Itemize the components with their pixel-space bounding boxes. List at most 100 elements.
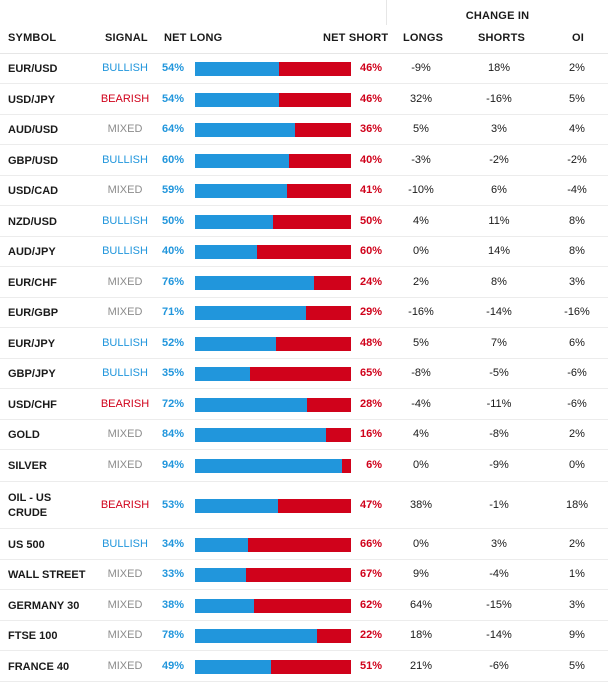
- net-position-bar: [195, 459, 351, 473]
- signal-cell: MIXED: [107, 598, 143, 611]
- symbol-column-header: SYMBOL: [8, 32, 57, 44]
- net-long-bar-fill: [195, 537, 249, 552]
- net-long-bar-fill: [195, 245, 258, 259]
- shorts-change-cell: -14%: [486, 629, 512, 641]
- oi-change-cell: -2%: [567, 153, 587, 166]
- net-long-bar-fill: [195, 275, 314, 290]
- net-long-cell: 54%: [161, 62, 184, 74]
- net-long-bar-fill: [195, 92, 280, 107]
- longs-change-cell: -3%: [411, 153, 431, 166]
- signal-cell: BULLISH: [102, 62, 148, 74]
- symbol-cell: AUD/JPY: [8, 246, 56, 258]
- net-short-cell: 50%: [359, 214, 382, 227]
- shorts-change-cell: -1%: [489, 498, 509, 511]
- symbol-cell: OIL - US CRUDE: [8, 491, 52, 519]
- oi-change-cell: -16%: [564, 306, 590, 318]
- shorts-change-cell: -11%: [486, 397, 512, 410]
- net-short-cell: 22%: [359, 629, 382, 641]
- longs-change-cell: 0%: [413, 537, 429, 550]
- table-row: AUD/USD MIXED 64% 36% 5% 3% 4%: [0, 115, 608, 145]
- table-row: USD/CAD MIXED 59% 41% -10% 6% -4%: [0, 176, 608, 206]
- signal-cell: BULLISH: [102, 367, 148, 379]
- oi-change-cell: 3%: [569, 598, 585, 611]
- shorts-change-cell: -15%: [486, 598, 512, 611]
- table-row: EUR/GBP MIXED 71% 29% -16% -14% -16%: [0, 298, 608, 328]
- shorts-change-cell: 3%: [491, 537, 507, 550]
- net-long-cell: 35%: [161, 367, 184, 379]
- net-short-cell: 24%: [359, 275, 382, 288]
- signal-cell: MIXED: [107, 275, 143, 288]
- longs-change-cell: -4%: [411, 397, 431, 410]
- net-position-bar: [195, 336, 351, 351]
- net-long-bar-fill: [195, 397, 308, 412]
- net-long-cell: 59%: [161, 184, 184, 196]
- symbol-cell: EUR/CHF: [8, 276, 57, 289]
- table-row: OIL - US CRUDE BEARISH 53% 47% 38% -1% 18%: [0, 482, 608, 529]
- table-row: GBP/JPY BULLISH 35% 65% -8% -5% -6%: [0, 359, 608, 389]
- net-position-bar: [195, 275, 351, 290]
- table-row: EUR/JPY BULLISH 52% 48% 5% 7% 6%: [0, 328, 608, 359]
- net-long-bar-fill: [195, 568, 247, 582]
- net-long-cell: 60%: [161, 153, 184, 166]
- longs-change-cell: -10%: [408, 184, 434, 196]
- net-short-column-header: NET SHORT: [323, 32, 389, 44]
- shorts-change-cell: -9%: [489, 459, 509, 471]
- net-short-cell: 40%: [359, 153, 382, 166]
- net-long-bar-fill: [195, 598, 255, 613]
- net-position-bar: [195, 629, 351, 643]
- net-long-cell: 94%: [161, 459, 184, 471]
- net-long-cell: 49%: [161, 659, 184, 672]
- longs-change-cell: 5%: [413, 123, 429, 135]
- shorts-change-cell: -6%: [489, 659, 509, 672]
- net-position-bar: [195, 537, 351, 552]
- symbol-cell: USD/CAD: [8, 185, 59, 197]
- change-in-label: CHANGE IN: [465, 10, 530, 22]
- longs-change-cell: 0%: [413, 245, 429, 257]
- table-row: US 500 BULLISH 34% 66% 0% 3% 2%: [0, 529, 608, 560]
- shorts-change-cell: 18%: [487, 62, 511, 74]
- oi-change-cell: 2%: [569, 62, 585, 74]
- net-long-cell: 34%: [161, 537, 184, 550]
- symbol-cell: USD/CHF: [8, 398, 57, 411]
- signal-cell: MIXED: [107, 459, 143, 471]
- net-position-bar: [195, 92, 351, 107]
- table-row: SILVER MIXED 94% 6% 0% -9% 0%: [0, 450, 608, 482]
- net-short-cell: 16%: [359, 428, 382, 440]
- symbol-cell: GBP/JPY: [8, 368, 56, 380]
- net-short-cell: 29%: [359, 306, 382, 318]
- net-long-bar-fill: [195, 498, 278, 513]
- net-short-cell: 67%: [359, 568, 382, 580]
- signal-cell: BEARISH: [100, 498, 150, 511]
- symbol-cell: EUR/USD: [8, 63, 58, 75]
- net-position-bar: [195, 62, 351, 76]
- net-position-bar: [195, 397, 351, 412]
- net-long-bar-fill: [195, 306, 306, 320]
- net-long-column-header: NET LONG: [164, 32, 223, 44]
- table-header-row: SYMBOL SIGNAL NET LONG NET SHORT LONGS S…: [0, 25, 608, 54]
- symbol-cell: WALL STREET: [8, 569, 86, 581]
- change-in-header: CHANGE IN: [386, 0, 608, 25]
- net-long-bar-fill: [195, 336, 277, 351]
- net-long-bar-fill: [195, 459, 342, 473]
- net-long-cell: 33%: [161, 568, 184, 580]
- oi-change-cell: 9%: [569, 629, 585, 641]
- longs-change-cell: 4%: [413, 214, 429, 227]
- net-position-bar: [195, 123, 351, 137]
- table-row: FTSE 100 MIXED 78% 22% 18% -14% 9%: [0, 621, 608, 651]
- net-long-cell: 53%: [161, 498, 184, 511]
- longs-change-cell: 0%: [413, 459, 429, 471]
- net-position-bar: [195, 568, 351, 582]
- longs-change-cell: 32%: [409, 92, 433, 105]
- longs-change-cell: 4%: [413, 428, 429, 440]
- longs-change-cell: 2%: [413, 275, 429, 288]
- signal-cell: MIXED: [107, 184, 143, 196]
- net-long-cell: 84%: [161, 428, 184, 440]
- net-long-cell: 54%: [161, 92, 184, 105]
- net-short-cell: 48%: [359, 336, 382, 349]
- shorts-change-cell: 6%: [491, 184, 507, 196]
- oi-change-cell: 2%: [569, 537, 585, 550]
- net-position-bar: [195, 153, 351, 168]
- signal-column-header: SIGNAL: [105, 32, 148, 44]
- net-long-bar-fill: [195, 153, 289, 168]
- longs-column-header: LONGS: [403, 32, 444, 44]
